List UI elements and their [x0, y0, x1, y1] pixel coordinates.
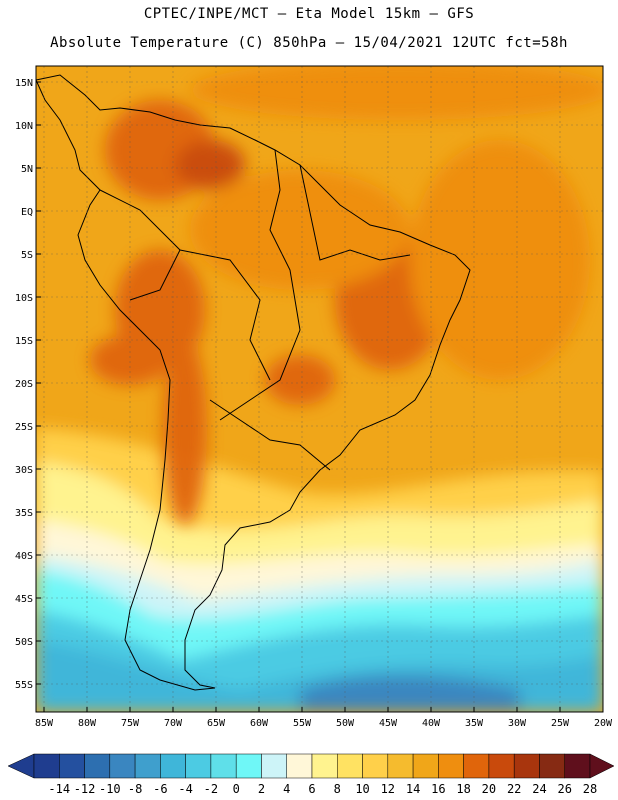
temperature-field	[36, 66, 603, 712]
colorbar-label: -8	[128, 782, 142, 796]
lon-label: 80W	[78, 718, 97, 729]
colorbar-swatch	[109, 753, 136, 779]
lon-label: 70W	[164, 718, 183, 729]
colorbar-swatch	[84, 753, 111, 779]
lon-label: 40W	[422, 718, 441, 729]
colorbar-right-arrow	[589, 753, 615, 779]
colorbar-left-arrow	[7, 753, 35, 779]
lat-label: 45S	[15, 594, 33, 605]
colorbar-swatch	[210, 753, 237, 779]
lat-label: 10N	[15, 121, 33, 132]
colorbar-swatch	[33, 753, 60, 779]
title-line-1: CPTEC/INPE/MCT – Eta Model 15km – GFS	[143, 6, 475, 22]
colorbar-label: -14	[48, 782, 70, 796]
colorbar-label: 4	[283, 782, 290, 796]
map-frame	[35, 65, 604, 713]
colorbar-swatch	[59, 753, 85, 779]
colorbar-swatch	[185, 753, 212, 779]
colorbar-label: 26	[558, 782, 572, 796]
colorbar-swatch	[539, 753, 565, 779]
colorbar-label: -10	[99, 782, 121, 796]
lat-label: 25S	[15, 422, 33, 433]
colorbar-swatch	[488, 753, 515, 779]
colorbar-label: 14	[406, 782, 420, 796]
lon-label: 50W	[336, 718, 355, 729]
colorbar-label: -2	[204, 782, 218, 796]
colorbar-swatch	[513, 753, 540, 779]
colorbar-label: 28	[583, 782, 597, 796]
colorbar-label: -4	[178, 782, 192, 796]
lat-label: 20S	[15, 379, 33, 390]
colorbar-label: 22	[507, 782, 521, 796]
colorbar-label: 6	[308, 782, 315, 796]
colorbar-swatch	[337, 753, 363, 779]
lat-label: 40S	[15, 551, 33, 562]
colorbar-swatch	[235, 753, 262, 779]
colorbar-swatch	[261, 753, 287, 779]
lon-label: 25W	[551, 718, 570, 729]
colorbar-swatch	[387, 753, 414, 779]
colorbar-swatch	[564, 753, 591, 779]
colorbar-swatch	[286, 753, 313, 779]
lon-label: 65W	[207, 718, 226, 729]
lat-label: EQ	[21, 207, 33, 218]
colorbar-label: 2	[258, 782, 265, 796]
colorbar-label: 16	[431, 782, 445, 796]
colorbar-label: -6	[153, 782, 167, 796]
lat-label: 5S	[21, 250, 33, 261]
coastline	[36, 74, 471, 691]
lat-label: 10S	[15, 293, 33, 304]
lat-label: 30S	[15, 465, 33, 476]
colorbar-swatch	[362, 753, 389, 779]
lat-label: 15S	[15, 336, 33, 347]
lon-label: 35W	[465, 718, 484, 729]
lat-label: 15N	[15, 78, 33, 89]
lon-label: 20W	[594, 718, 613, 729]
lon-label: 85W	[35, 718, 54, 729]
colorbar-label: 24	[532, 782, 546, 796]
colorbar-swatch	[134, 753, 161, 779]
lon-label: 45W	[379, 718, 398, 729]
colorbar-label: 20	[482, 782, 496, 796]
lat-label: 55S	[15, 680, 33, 691]
colorbar-label: -12	[74, 782, 96, 796]
colorbar: -14 -12 -10 -8 -6 -4 -2 0 2 4 6 8 10 12 14 16 18 20 22 24 26…	[7, 753, 615, 796]
lon-label: 75W	[121, 718, 140, 729]
lat-label: 5N	[21, 164, 33, 175]
colorbar-swatch	[160, 753, 186, 779]
colorbar-swatch	[311, 753, 338, 779]
title-line-2: Absolute Temperature (C) 850hPa – 15/04/…	[50, 35, 568, 51]
colorbar-swatch	[412, 753, 439, 779]
lon-label: 30W	[508, 718, 527, 729]
colorbar-swatch	[438, 753, 464, 779]
lon-label: 55W	[293, 718, 312, 729]
lat-label: 50S	[15, 637, 33, 648]
colorbar-label: 10	[355, 782, 369, 796]
colorbar-label: 12	[381, 782, 395, 796]
colorbar-label: 0	[233, 782, 240, 796]
colorbar-label: 8	[334, 782, 341, 796]
lat-label: 35S	[15, 508, 33, 519]
lon-label: 60W	[250, 718, 269, 729]
colorbar-label: 18	[456, 782, 470, 796]
colorbar-swatch	[463, 753, 490, 779]
